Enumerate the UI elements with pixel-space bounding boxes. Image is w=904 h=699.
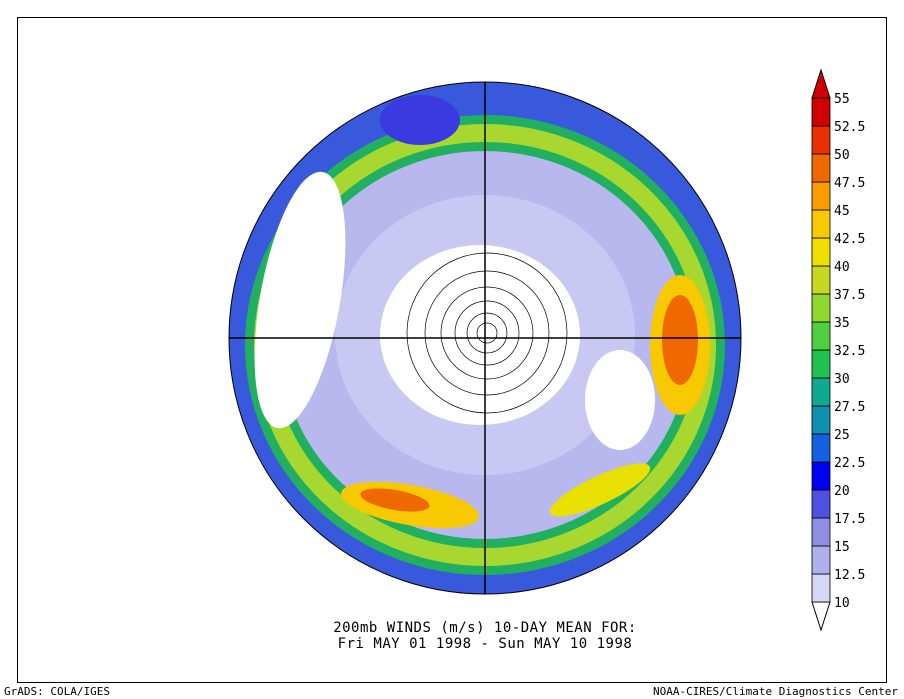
colorbar-swatch (811, 293, 831, 323)
colorbar-tick-label: 12.5 (834, 568, 865, 583)
colorbar-tick-label: 30 (834, 372, 850, 387)
colorbar-swatch (811, 321, 831, 351)
colorbar-swatch (811, 545, 831, 575)
colorbar-tick-label: 50 (834, 148, 850, 163)
colorbar-swatch (811, 377, 831, 407)
colorbar-swatch (811, 153, 831, 183)
colorbar-tick-label: 32.5 (834, 344, 865, 359)
colorbar-tick-label: 17.5 (834, 512, 865, 527)
colorbar-swatch (811, 489, 831, 519)
colorbar: 10 12.5 15 17.5 20 22.5 25 27.5 30 32.5 35 37.5 40 42… (811, 68, 865, 632)
colorbar-tick-label: 25 (834, 428, 850, 443)
colorbar-tick-label: 42.5 (834, 232, 865, 247)
credit-grads: GrADS: COLA/IGES (4, 685, 110, 698)
colorbar-swatch (811, 97, 831, 127)
map-boundary (228, 81, 742, 595)
colorbar-swatch (811, 517, 831, 547)
colorbar-tick-label: 47.5 (834, 176, 865, 191)
colorbar-tick-label: 45 (834, 204, 850, 219)
colorbar-tick-label: 52.5 (834, 120, 865, 135)
colorbar-tick-label: 22.5 (834, 456, 865, 471)
colorbar-tick-label: 20 (834, 484, 850, 499)
colorbar-swatch (811, 573, 831, 603)
colorbar-swatch (811, 349, 831, 379)
colorbar-high-arrow (811, 68, 831, 99)
map-frame (17, 17, 887, 683)
colorbar-tick-label: 37.5 (834, 288, 865, 303)
colorbar-tick-label: 10 (834, 596, 850, 611)
colorbar-tick-label: 35 (834, 316, 850, 331)
colorbar-tick-label: 40 (834, 260, 850, 275)
colorbar-swatch (811, 461, 831, 491)
colorbar-tick-label: 27.5 (834, 400, 865, 415)
colorbar-swatch (811, 265, 831, 295)
colorbar-tick-label: 55 (834, 92, 850, 107)
credit-noaa: NOAA-CIRES/Climate Diagnostics Center (652, 685, 898, 698)
map-title-line1: 200mb WINDS (m/s) 10-DAY MEAN FOR: (333, 620, 637, 636)
colorbar-swatch (811, 405, 831, 435)
colorbar-swatch (811, 433, 831, 463)
colorbar-swatch (811, 237, 831, 267)
colorbar-swatch (811, 125, 831, 155)
colorbar-tick-label: 15 (834, 540, 850, 555)
map-title-line2: Fri MAY 01 1998 - Sun MAY 10 1998 (337, 636, 633, 652)
colorbar-swatch (811, 209, 831, 239)
vortex-circles (406, 252, 568, 414)
colorbar-swatch (811, 181, 831, 211)
polar-map-disk (229, 82, 741, 594)
